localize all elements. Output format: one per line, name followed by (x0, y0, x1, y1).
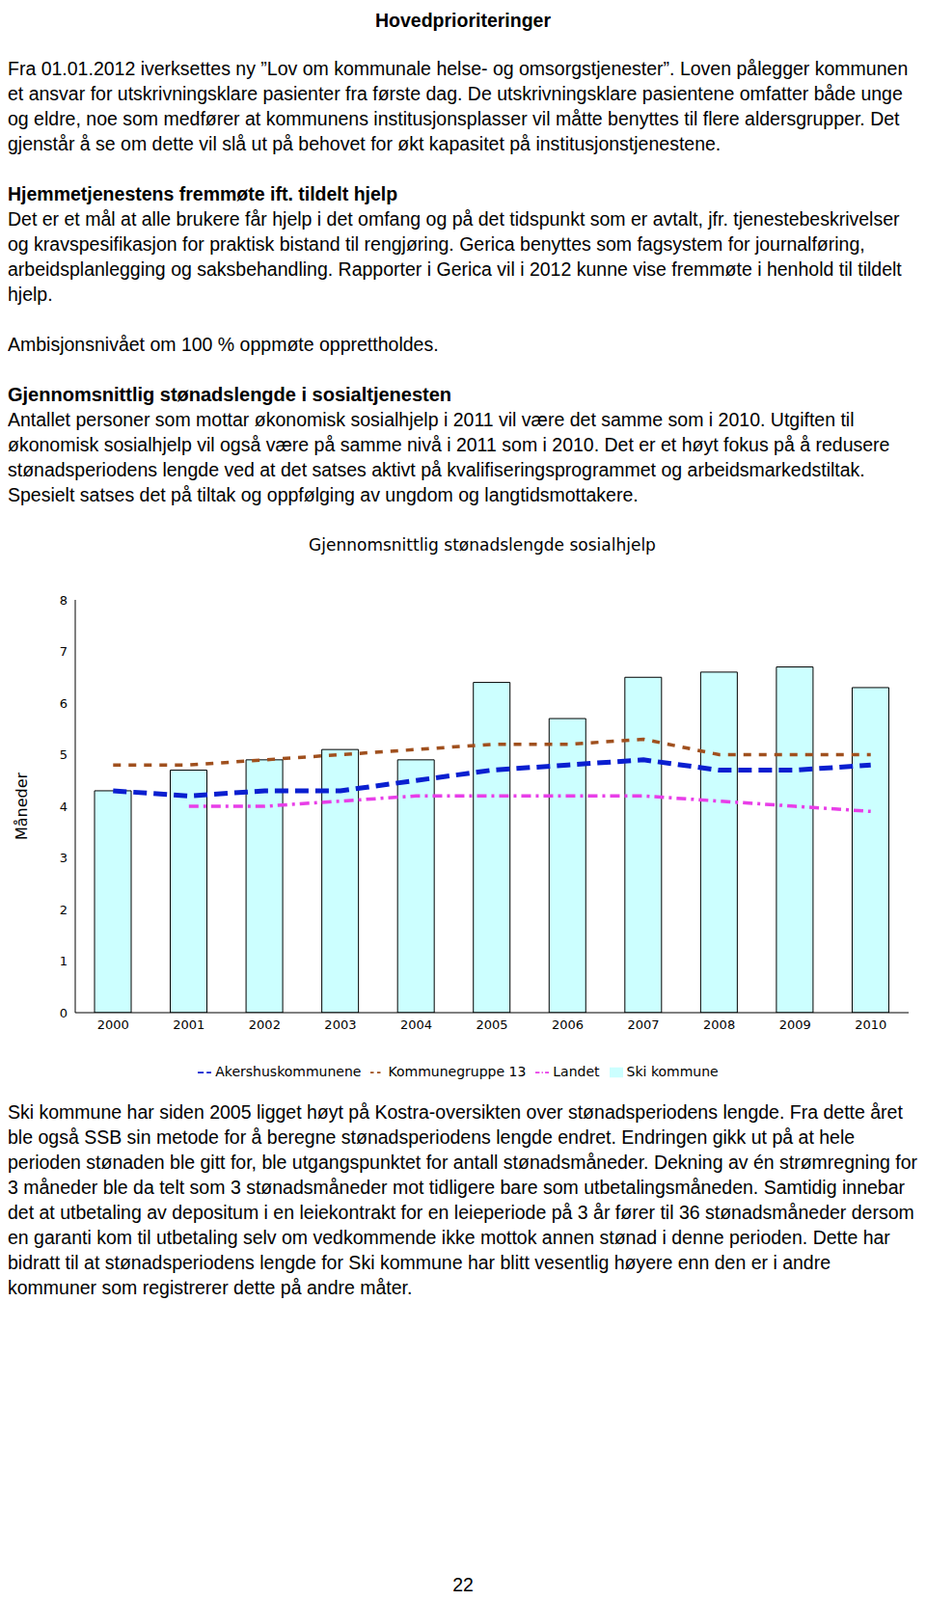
svg-text:0: 0 (59, 1006, 68, 1021)
html-text:Ski kommune har siden 2005 lig: Ski kommune har siden 2005 ligget høyt p… (7, 1101, 918, 1299)
svg-text:4: 4 (59, 799, 68, 815)
html-text:Landet: Landet (552, 1063, 600, 1080)
svg-text:2002: 2002 (248, 1017, 281, 1033)
svg-text:2010: 2010 (854, 1017, 887, 1033)
svg-text:2: 2 (59, 902, 68, 918)
svg-text:Måneder: Måneder (12, 771, 31, 841)
svg-text:8: 8 (59, 593, 68, 608)
html-text:Antallet personer som mottar ø: Antallet personer som mottar økonomisk s… (7, 408, 890, 506)
svg-text:2000: 2000 (97, 1017, 130, 1033)
html-text:Ski kommune: Ski kommune (626, 1063, 719, 1080)
html-text:Det er et mål at alle brukere: Det er et mål at alle brukere får hjelp … (7, 208, 902, 305)
html-text:Gjennomsnittlig stønadslengde: Gjennomsnittlig stønadslengde i sosialtj… (7, 383, 452, 406)
html-text:Gjennomsnittlig stønadslengde: Gjennomsnittlig stønadslengde sosialhjel… (308, 535, 656, 555)
svg-text:2008: 2008 (703, 1017, 736, 1033)
html-text:Kommunegruppe 13: Kommunegruppe 13 (388, 1063, 526, 1080)
svg-text:7: 7 (59, 644, 68, 659)
svg-text:2009: 2009 (779, 1017, 812, 1033)
svg-text:2005: 2005 (475, 1017, 508, 1033)
svg-text:1: 1 (59, 953, 68, 969)
html-text:Fra 01.01.2012 iverksettes ny: Fra 01.01.2012 iverksettes ny ”Lov om ko… (7, 57, 908, 155)
svg-text:3: 3 (59, 850, 68, 866)
svg-text:5: 5 (59, 747, 68, 763)
svg-text:2001: 2001 (172, 1017, 205, 1033)
svg-text:2004: 2004 (400, 1017, 433, 1033)
svg-text:6: 6 (59, 696, 68, 711)
html-text:Hovedprioriteringer: Hovedprioriteringer (375, 9, 551, 31)
html-text:Hjemmetjenestens fremmøte ift.: Hjemmetjenestens fremmøte ift. tildelt h… (7, 183, 398, 205)
html-text:Ambisjonsnivået om 100 % oppmø: Ambisjonsnivået om 100 % oppmøte opprett… (7, 333, 439, 355)
svg-text:2007: 2007 (627, 1017, 660, 1033)
html-text:Akershuskommunene: Akershuskommunene (215, 1063, 362, 1080)
html-text:22: 22 (452, 1574, 474, 1596)
svg-text:2003: 2003 (324, 1017, 356, 1033)
svg-text:2006: 2006 (551, 1017, 584, 1033)
